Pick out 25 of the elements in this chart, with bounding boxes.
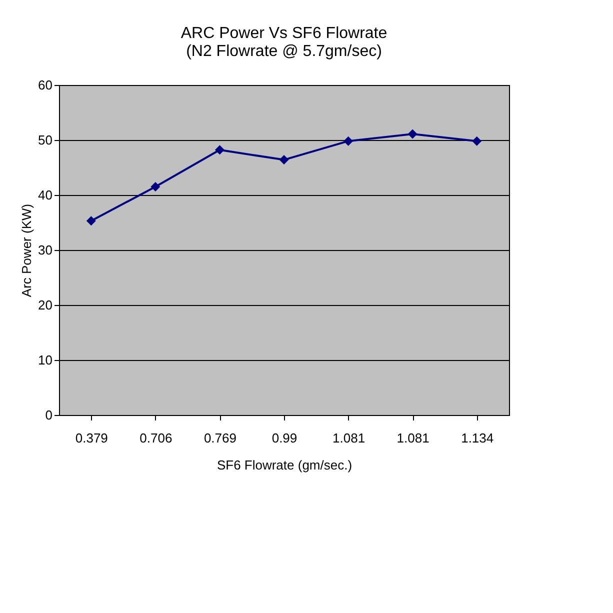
y-tick-label: 30 — [38, 242, 52, 258]
text: ARC Power Vs SF6 Flowrate — [180, 25, 388, 42]
y-tick-label: 60 — [38, 78, 52, 92]
x-axis-title: SF6 Flowrate (gm/sec.) — [216, 458, 352, 472]
y-tick-label: 0 — [45, 408, 52, 422]
x-tick-label: 1.134 — [461, 430, 494, 446]
point — [214, 145, 224, 155]
y-tick-label: 20 — [38, 298, 52, 312]
point — [86, 216, 96, 226]
y-tick-label: 50 — [38, 132, 52, 148]
y-tick-label: 10 — [38, 352, 52, 368]
x-tick-label: 1.081 — [396, 430, 430, 446]
x-tick-label: 0.99 — [272, 430, 298, 446]
x-tick-label: 1.081 — [332, 430, 366, 446]
x-tick-label: 0.769 — [204, 430, 236, 446]
point — [408, 129, 418, 139]
point — [344, 136, 354, 146]
point — [279, 155, 289, 165]
x-tick-label: 0.706 — [140, 430, 172, 446]
y-tick-label: 40 — [38, 188, 52, 202]
y-axis-title: Arc Power (KW) — [19, 204, 34, 298]
x-tick-label: 0.379 — [75, 430, 108, 446]
point — [472, 136, 482, 146]
text: (N2 Flowrate @ 5.7gm/sec) — [186, 43, 382, 60]
point — [150, 182, 160, 192]
